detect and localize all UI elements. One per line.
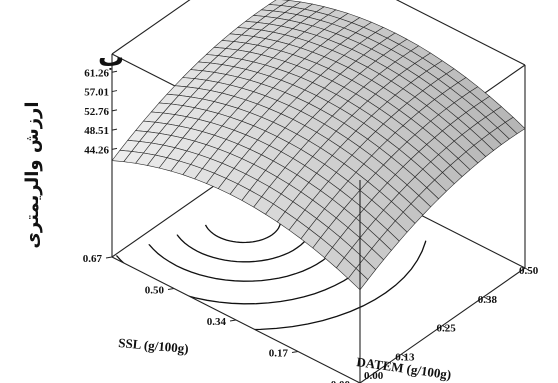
z-tick-mark (111, 128, 118, 131)
y-tick-mark (291, 351, 299, 353)
surface-cell (347, 267, 369, 291)
x-tick-label: 0.50 (519, 265, 539, 277)
z-tick-mark (111, 109, 118, 112)
z-tick-label: 48.51 (84, 125, 109, 137)
z-tick-mark (111, 147, 118, 150)
z-tick-label: 57.01 (84, 87, 109, 99)
y-tick-label: 0.17 (269, 348, 289, 360)
x-tick-label: 0.25 (437, 323, 457, 335)
z-tick-label: 52.76 (84, 106, 109, 118)
z-tick-label: 44.26 (84, 144, 109, 156)
x-tick-mark (524, 267, 531, 272)
x-tick-mark (400, 353, 407, 358)
y-tick-label: 0.67 (83, 253, 103, 265)
y-tick-mark (105, 256, 113, 259)
z-tick-label: 61.26 (84, 67, 109, 79)
x-tick-label: 0.00 (364, 370, 384, 382)
y-tick-label: 0.50 (145, 285, 165, 297)
response-surface (111, 0, 526, 291)
y-tick-label: 0.00 (331, 379, 351, 383)
x-tick-label: 0.38 (478, 294, 498, 306)
x-tick-mark (483, 296, 490, 301)
panel-label: ب (98, 43, 124, 73)
x-tick-label: 0.13 (395, 351, 415, 363)
box-edge-back (395, 0, 526, 66)
z-tick-mark (111, 90, 118, 93)
y-tick-mark (229, 319, 237, 322)
z-tick-mark (111, 70, 118, 73)
x-tick-mark (442, 325, 448, 329)
y-axis-title: SSL (g/100g) (118, 335, 189, 356)
z-axis-title: ارزش والریمتری (22, 101, 43, 248)
tick-labels: 44.26 48.51 52.76 57.01 61.26 0.00 0.17 0.34 0.5… (83, 67, 539, 383)
box-edge-back (111, 0, 191, 55)
floor-contour (203, 200, 282, 244)
y-tick-label: 0.34 (207, 316, 227, 328)
y-tick-mark (167, 288, 175, 290)
